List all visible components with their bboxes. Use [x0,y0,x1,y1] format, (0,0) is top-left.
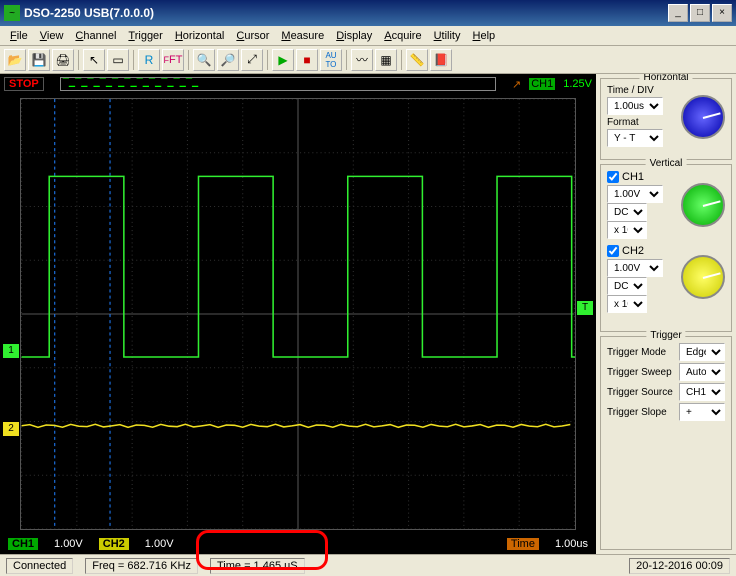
open-icon[interactable]: 📂 [4,49,26,71]
ch2-probe-select[interactable]: x 10 [607,295,647,313]
vertical-panel: Vertical CH1 1.00V DC x 10 CH2 1.00V DC … [600,164,732,332]
scope-area: STOP ▔▁▔▁▔▁▔▁▔▁▔▁▔▁▔▁▔▁▔▁▔▁ ↗ CH1 1.25V … [0,74,596,554]
toolbar: 📂 💾 🖨 ↖ ▭ R FFT 🔍 🔎 ⤢ ▶ ■ AUTO 〰 ▦ 📏 📕 [0,46,736,74]
ch2-badge: CH2 [99,538,129,550]
menu-measure[interactable]: Measure [275,28,330,44]
grid-icon[interactable]: ▦ [375,49,397,71]
timebase-value: 1.00us [555,538,588,550]
app-icon: ~ [4,5,20,21]
time-div-label: Time / DIV [607,85,725,96]
stop-icon[interactable]: ■ [296,49,318,71]
ch2-marker[interactable]: 2 [3,422,19,436]
trigger-mode-select[interactable]: Edge [679,343,725,361]
ch2-checkbox[interactable] [607,245,619,257]
ch1-coupling-select[interactable]: DC [607,203,647,221]
print-icon[interactable]: 🖨 [52,49,74,71]
auto-icon[interactable]: AUTO [320,49,342,71]
menu-channel[interactable]: Channel [69,28,122,44]
window-title: DSO-2250 USB(7.0.0.0) [24,6,668,20]
menu-utility[interactable]: Utility [428,28,467,44]
ch1-dial[interactable] [681,183,725,227]
horizontal-dial[interactable] [681,95,725,139]
side-panel: Horizontal Time / DIV 1.00us Format Y - … [596,74,736,554]
select-icon[interactable]: ▭ [107,49,129,71]
zoom-out-icon[interactable]: 🔎 [217,49,239,71]
measure-icon[interactable]: 📏 [406,49,428,71]
menu-trigger[interactable]: Trigger [122,28,168,44]
wave-icon[interactable]: 〰 [351,49,373,71]
play-icon[interactable]: ▶ [272,49,294,71]
fft-icon[interactable]: FFT [162,49,184,71]
time-div-select[interactable]: 1.00us [607,97,663,115]
menu-horizontal[interactable]: Horizontal [169,28,231,44]
cursor-icon[interactable]: ↖ [83,49,105,71]
run-status: STOP [4,77,44,91]
annotation-highlight [196,530,328,570]
trigger-marker[interactable]: T [577,301,593,315]
trigger-source-select[interactable]: CH1 [679,383,725,401]
fit-icon[interactable]: ⤢ [241,49,263,71]
menu-file[interactable]: File [4,28,34,44]
ch1-vdiv: 1.00V [54,538,83,550]
wave-preview: ▔▁▔▁▔▁▔▁▔▁▔▁▔▁▔▁▔▁▔▁▔▁ [60,77,496,91]
status-freq: Freq = 682.716 KHz [85,558,198,574]
close-button[interactable]: × [712,4,732,22]
zoom-in-icon[interactable]: 🔍 [193,49,215,71]
trigger-level: 1.25V [563,78,592,90]
help-icon[interactable]: 📕 [430,49,452,71]
ch1-checkbox[interactable] [607,171,619,183]
timebase-badge: Time [507,538,539,550]
format-select[interactable]: Y - T [607,129,663,147]
save-icon[interactable]: 💾 [28,49,50,71]
horizontal-panel: Horizontal Time / DIV 1.00us Format Y - … [600,78,732,160]
trigger-panel: Trigger Trigger ModeEdge Trigger SweepAu… [600,336,732,550]
trigger-ch-badge: CH1 [529,78,555,90]
scope-canvas[interactable]: 12T [20,98,576,530]
status-connection: Connected [6,558,73,574]
ch2-vdiv-select[interactable]: 1.00V [607,259,663,277]
status-datetime: 20-12-2016 00:09 [629,558,730,574]
ch1-vdiv-select[interactable]: 1.00V [607,185,663,203]
ch2-dial[interactable] [681,255,725,299]
menu-help[interactable]: Help [467,28,502,44]
trigger-edge-icon: ↗ [512,78,521,91]
menu-acquire[interactable]: Acquire [378,28,427,44]
maximize-button[interactable]: □ [690,4,710,22]
ch1-badge: CH1 [8,538,38,550]
refresh-icon[interactable]: R [138,49,160,71]
titlebar: ~ DSO-2250 USB(7.0.0.0) _ □ × [0,0,736,26]
ch1-probe-select[interactable]: x 10 [607,221,647,239]
ch2-vdiv: 1.00V [145,538,174,550]
menu-cursor[interactable]: Cursor [230,28,275,44]
menu-display[interactable]: Display [330,28,378,44]
ch1-marker[interactable]: 1 [3,344,19,358]
trigger-slope-select[interactable]: + [679,403,725,421]
menubar: FileViewChannelTriggerHorizontalCursorMe… [0,26,736,46]
trigger-sweep-select[interactable]: Auto [679,363,725,381]
minimize-button[interactable]: _ [668,4,688,22]
statusbar: Connected Freq = 682.716 KHz Time = 1.46… [0,554,736,576]
menu-view[interactable]: View [34,28,70,44]
ch2-coupling-select[interactable]: DC [607,277,647,295]
